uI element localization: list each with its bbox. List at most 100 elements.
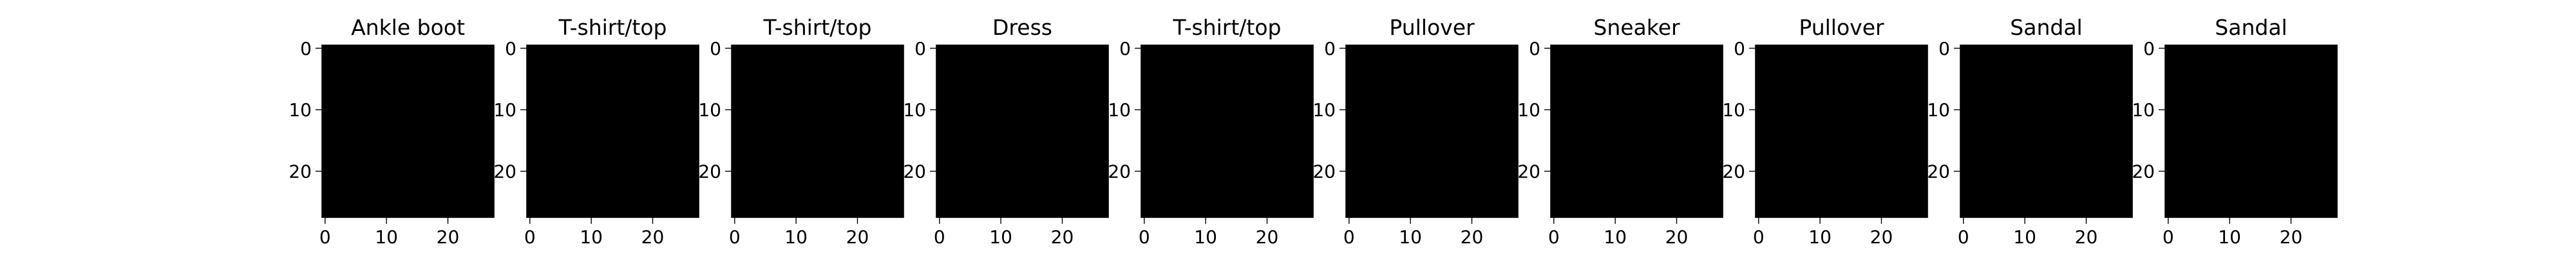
y-tick-label: 20 [493,161,516,182]
x-tick-label: 0 [1548,226,1560,248]
y-tick-label: 0 [1938,38,1950,59]
axes-frame [1755,45,1928,218]
axes-frame [526,45,699,218]
panel-5: T-shirt/top 0 10 20 0 10 20 [1108,15,1314,248]
image-background [322,45,494,217]
x-tick-label: 0 [1343,226,1355,248]
panel-7: Sneaker 0 10 20 0 10 20 [1517,15,1723,248]
x-tick-label: 20 [2280,226,2303,248]
y-tick-label: 0 [1324,38,1336,59]
panel-title: Pullover [1799,15,1884,40]
panel-4: Dress 0 10 20 0 10 20 [903,15,1109,248]
y-tick-label: 10 [1108,99,1131,121]
panel-9: Sandal 0 10 20 0 10 20 [1927,15,2133,248]
x-tick-label: 20 [437,226,460,248]
x-tick-label: 20 [1256,226,1279,248]
panel-title: Sneaker [1593,15,1680,40]
x-tick-label: 10 [989,226,1012,248]
y-tick-label: 10 [289,99,312,121]
x-tick-label: 10 [1399,226,1422,248]
x-tick-label: 10 [1604,226,1627,248]
panel-title: T-shirt/top [762,15,871,40]
image-background [2165,45,2337,217]
x-tick-label: 0 [1753,226,1765,248]
x-tick-label: 0 [729,226,741,248]
y-tick-label: 0 [710,38,721,59]
y-tick-label: 20 [1927,161,1950,182]
image-background [732,45,904,217]
axes-frame [1960,45,2133,218]
panel-10: Sandal 0 10 20 0 10 20 [2132,15,2338,248]
y-tick-label: 20 [698,161,721,182]
panel-title: Sandal [2010,15,2082,40]
y-tick-label: 10 [1927,99,1950,121]
y-tick-label: 0 [1734,38,1745,59]
panel-8: Pullover 0 10 20 0 10 20 [1722,15,1928,248]
image-background [936,45,1108,217]
y-tick-label: 10 [903,99,926,121]
panel-title: T-shirt/top [558,15,667,40]
y-tick-label: 10 [2132,99,2155,121]
y-tick-label: 0 [2143,38,2155,59]
x-tick-label: 20 [1051,226,1074,248]
image-background [1141,45,1313,217]
x-tick-label: 20 [2075,226,2098,248]
image-background [1551,45,1723,217]
panel-title: Sandal [2215,15,2287,40]
y-tick-label: 20 [2132,161,2155,182]
x-tick-label: 0 [524,226,536,248]
y-tick-label: 0 [1119,38,1131,59]
x-tick-label: 10 [580,226,603,248]
x-tick-label: 0 [319,226,331,248]
x-tick-label: 10 [784,226,808,248]
panel-title: T-shirt/top [1172,15,1281,40]
y-tick-label: 10 [1517,99,1540,121]
x-tick-label: 20 [1461,226,1484,248]
x-tick-label: 20 [1665,226,1689,248]
panel-1: Ankle boot 0 10 20 0 10 20 [289,15,495,248]
image-background [1346,45,1518,217]
panel-3: T-shirt/top 0 10 20 0 10 20 [698,15,904,248]
x-tick-label: 0 [934,226,945,248]
y-tick-label: 10 [493,99,516,121]
x-tick-label: 0 [1958,226,1969,248]
y-tick-label: 20 [1517,161,1540,182]
y-tick-label: 20 [1312,161,1336,182]
x-tick-label: 20 [1870,226,1893,248]
y-tick-label: 10 [1722,99,1745,121]
axes-frame [1550,45,1723,218]
axes-frame [321,45,495,218]
y-tick-label: 0 [505,38,516,59]
y-tick-label: 20 [1722,161,1745,182]
y-tick-label: 20 [1108,161,1131,182]
axes-frame [1345,45,1519,218]
x-tick-label: 10 [2218,226,2241,248]
x-tick-label: 0 [2163,226,2174,248]
y-tick-label: 0 [300,38,312,59]
image-background [527,45,699,217]
x-tick-label: 20 [641,226,665,248]
image-background [1960,45,2132,217]
x-tick-label: 20 [846,226,869,248]
x-tick-label: 10 [375,226,398,248]
panel-6: Pullover 0 10 20 0 10 20 [1312,15,1519,248]
x-tick-label: 10 [1194,226,1217,248]
axes-frame [731,45,904,218]
panel-title: Ankle boot [351,15,465,40]
y-tick-label: 10 [1312,99,1336,121]
y-tick-label: 10 [698,99,721,121]
panel-title: Dress [992,15,1052,40]
x-tick-label: 0 [1139,226,1150,248]
axes-frame [1141,45,1314,218]
y-tick-label: 0 [914,38,926,59]
axes-frame [2164,45,2338,218]
y-tick-label: 20 [903,161,926,182]
image-background [1756,45,1927,217]
y-tick-label: 20 [289,161,312,182]
x-tick-label: 10 [1808,226,1832,248]
x-tick-label: 10 [2013,226,2036,248]
axes-frame [936,45,1109,218]
panel-2: T-shirt/top 0 10 20 0 10 20 [493,15,699,248]
